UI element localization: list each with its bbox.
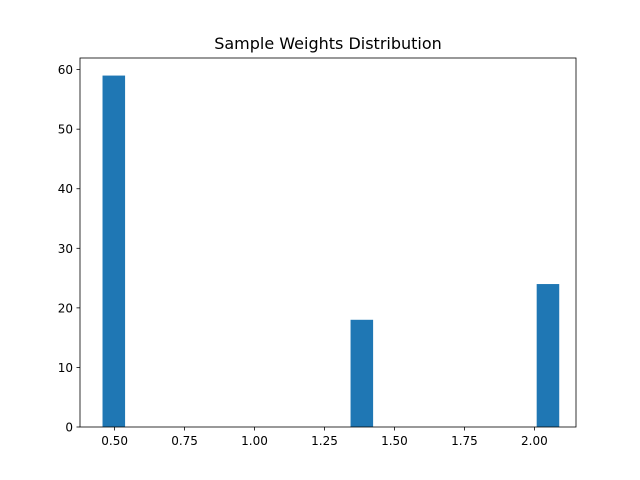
y-tick-label: 20 xyxy=(58,301,73,315)
x-tick-label: 1.00 xyxy=(241,434,268,448)
plot-frame xyxy=(79,57,577,428)
y-tick-label: 10 xyxy=(58,361,73,375)
chart-title: Sample Weights Distribution xyxy=(214,34,442,53)
x-tick-label: 2.00 xyxy=(521,434,548,448)
histogram-bar-2 xyxy=(350,319,374,427)
bars-layer xyxy=(102,75,560,428)
histogram-bar-3 xyxy=(536,284,560,427)
y-tick-label: 30 xyxy=(58,242,73,256)
x-tick-label: 1.25 xyxy=(311,434,338,448)
x-tick-label: 1.75 xyxy=(451,434,478,448)
x-tick-label: 1.50 xyxy=(381,434,408,448)
y-tick-label: 0 xyxy=(65,421,73,435)
y-axis: 0 10 20 30 40 50 60 xyxy=(58,63,80,435)
x-axis: 0.50 0.75 1.00 1.25 1.50 1.75 2.00 xyxy=(101,427,548,448)
y-tick-label: 40 xyxy=(58,182,73,196)
y-tick-label: 60 xyxy=(58,63,73,77)
x-tick-label: 0.75 xyxy=(171,434,198,448)
histogram-bar-1 xyxy=(102,75,126,428)
y-tick-label: 50 xyxy=(58,123,73,137)
x-tick-label: 0.50 xyxy=(101,434,128,448)
